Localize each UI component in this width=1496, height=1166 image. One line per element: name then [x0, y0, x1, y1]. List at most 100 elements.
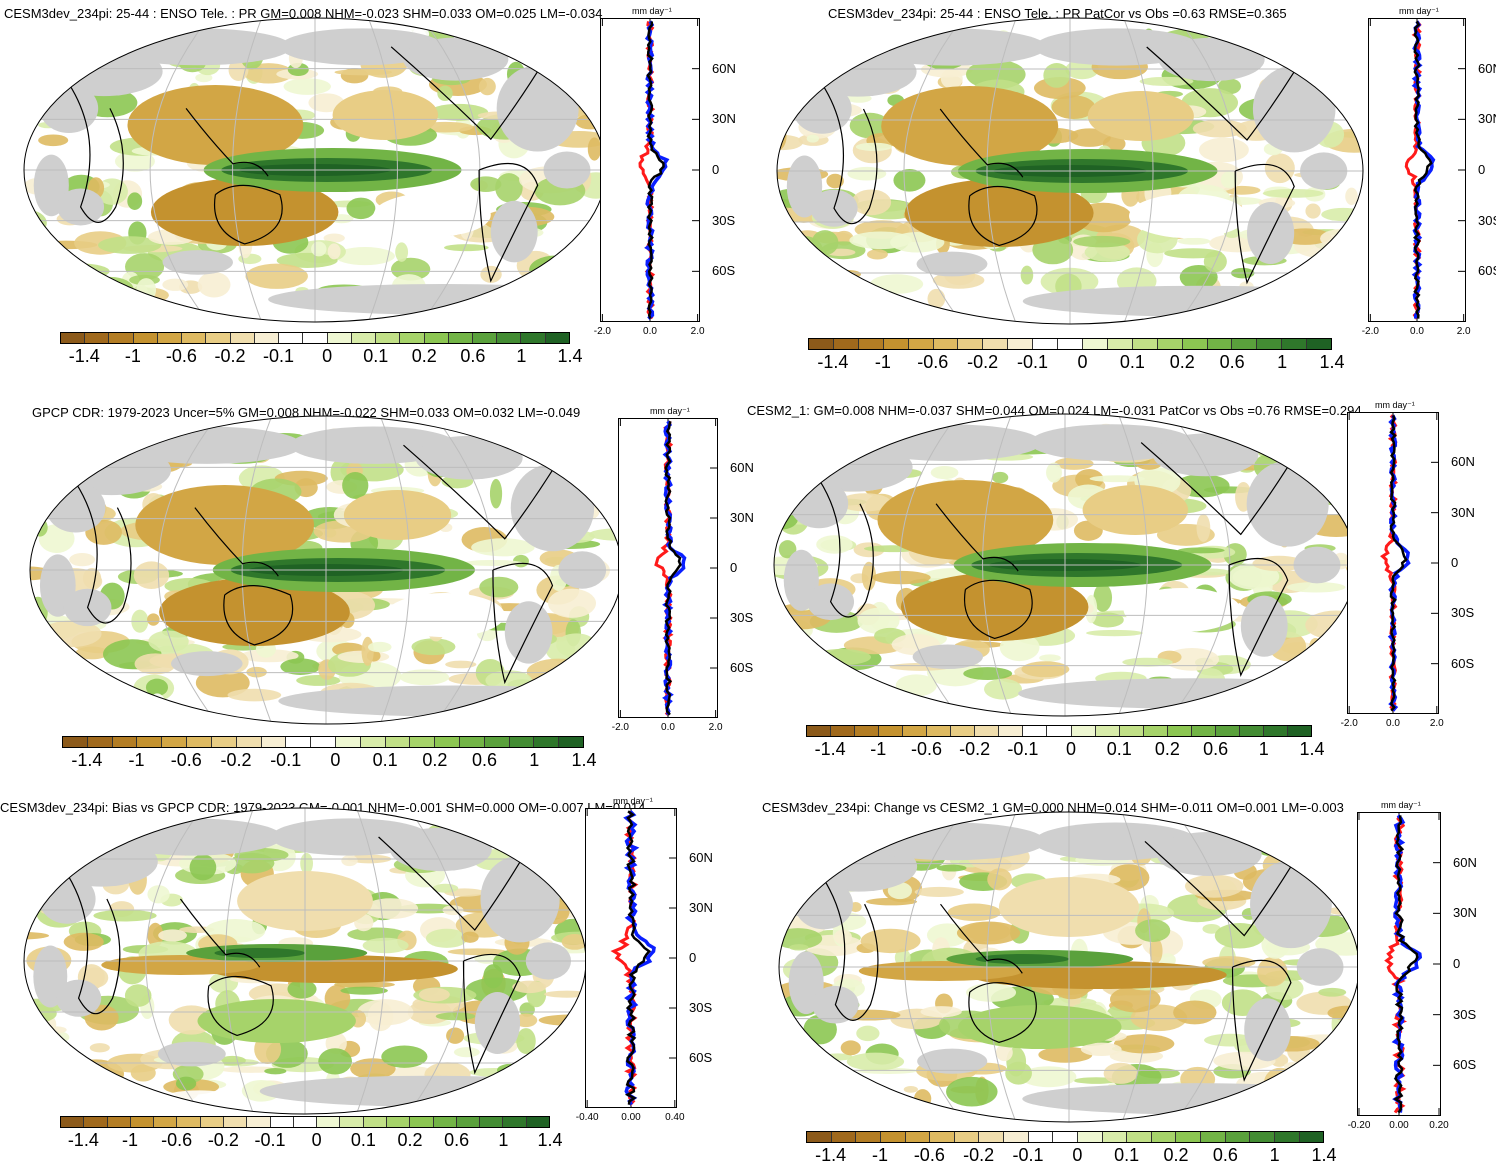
colorbar-swatch — [999, 726, 1024, 736]
colorbar-swatch — [1047, 726, 1072, 736]
colorbar-swatch — [247, 1117, 271, 1127]
colorbar-swatch — [1176, 1132, 1201, 1142]
colorbar-label: 1.4 — [537, 1130, 563, 1150]
colorbar-swatch — [351, 333, 377, 343]
latitude-tick-label: 30S — [1478, 212, 1496, 228]
colorbar-swatch — [1299, 1132, 1324, 1142]
colorbar-label: -0.1 — [270, 750, 302, 770]
colorbar-swatch — [1182, 339, 1208, 349]
colorbar-label: -1.4 — [817, 352, 849, 372]
colorbar-swatch — [472, 333, 498, 343]
latitude-tick-label: 60S — [689, 1050, 713, 1065]
colorbar-label: -1.4 — [814, 739, 846, 759]
colorbar-swatch — [410, 1117, 434, 1127]
colorbar-label: 0.2 — [397, 1130, 423, 1150]
latitude-tick-label: 30S — [1451, 605, 1475, 621]
colorbar-label: 1 — [529, 750, 540, 770]
colorbar-swatch — [293, 1117, 318, 1127]
colorbar-swatch — [1077, 1132, 1103, 1142]
colorbar-label: 0.6 — [1219, 352, 1245, 372]
colorbar-label: -0.6 — [165, 346, 197, 366]
colorbar-label: 1 — [1269, 1145, 1280, 1165]
colorbar-label: -0.2 — [967, 352, 999, 372]
colorbar-label: 0.1 — [1106, 739, 1132, 759]
colorbar-label: 1.4 — [1299, 739, 1325, 759]
colorbar-label: -0.6 — [161, 1130, 193, 1150]
latitude-tick-label: 30S — [1453, 1006, 1477, 1022]
colorbar-swatch — [1215, 726, 1240, 736]
colorbar-swatch — [61, 1117, 85, 1127]
colorbar-swatch — [1239, 726, 1264, 736]
colorbar-label: -1 — [871, 1145, 889, 1165]
colorbar-swatch — [1143, 726, 1168, 736]
colorbar-swatch — [107, 1117, 131, 1127]
zonal-mean-profile: mm day⁻¹ 60N 30N 0 30S 60S -0.20 0.00 0.20 — [1348, 800, 1477, 1131]
profile-x-tick-label: 2.0 — [1429, 718, 1444, 729]
colorbar-swatch — [1095, 726, 1120, 736]
panel-title: CESM3dev_234pi: Change vs CESM2_1 GM=0.0… — [762, 800, 1344, 815]
colorbar-swatch — [385, 737, 411, 747]
colorbar-label: -1.4 — [67, 1130, 99, 1150]
colorbar-label: 0.1 — [1114, 1145, 1140, 1165]
colorbar-swatch — [1102, 1132, 1128, 1142]
colorbar-label: 0.6 — [1203, 739, 1229, 759]
colorbar-swatch — [1132, 339, 1158, 349]
colorbar-swatch — [87, 737, 113, 747]
latitude-tick-label: 60S — [1453, 1057, 1477, 1073]
latitude-tick-label: 30N — [1478, 111, 1496, 127]
colorbar-label: -0.1 — [1012, 1145, 1044, 1165]
latitude-tick-label: 0 — [1451, 555, 1459, 570]
colorbar-label: 0.1 — [372, 750, 398, 770]
colorbar-swatch — [162, 737, 188, 747]
latitude-tick-label: 0 — [712, 162, 720, 177]
colorbar-swatch — [1071, 726, 1096, 736]
colorbar-label: 1.4 — [1319, 352, 1345, 372]
profile-x-tick-label: -2.0 — [1361, 326, 1379, 337]
colorbar-swatch — [927, 726, 952, 736]
colorbar-swatch — [63, 737, 88, 747]
latitude-tick-label: 60N — [1478, 60, 1496, 76]
colorbar-label: 1.4 — [571, 750, 597, 770]
latitude-tick-label: 60S — [1451, 655, 1475, 671]
colorbar-label: 0 — [330, 750, 341, 770]
latitude-tick-label: 60N — [689, 850, 713, 865]
colorbar-swatch — [1107, 339, 1133, 349]
colorbar-swatch — [254, 333, 280, 343]
colorbar-swatch — [903, 726, 928, 736]
reference-curve — [1393, 815, 1419, 1114]
colorbar-swatch — [526, 1117, 549, 1127]
latitude-tick-label: 0 — [730, 560, 738, 575]
colorbar-swatch — [1250, 1132, 1275, 1142]
colorbar-swatch — [1119, 726, 1144, 736]
colorbar-label: 0 — [1072, 1145, 1083, 1165]
colorbar-swatch — [61, 333, 86, 343]
zonal-mean-profile: mm day⁻¹ 60N 30N 0 30S 60S -0.40 0.00 0.40 — [576, 796, 713, 1123]
latitude-tick-label: 60N — [712, 60, 736, 76]
colorbar-swatch — [521, 333, 546, 343]
colorbar-swatch — [858, 339, 884, 349]
latitude-tick-label: 0 — [1478, 162, 1486, 177]
latitude-tick-label: 60N — [1453, 854, 1477, 870]
map — [23, 807, 587, 1115]
colorbar-swatch — [1127, 1132, 1152, 1142]
latitude-tick-label: 30S — [712, 212, 736, 228]
colorbar-swatch — [559, 737, 584, 747]
reference-curve — [1412, 20, 1433, 319]
colorbar-label: 1.4 — [557, 346, 583, 366]
colorbar-swatch — [335, 737, 361, 747]
colorbar-label: 0 — [311, 1130, 322, 1150]
colorbar-label: -0.2 — [220, 750, 252, 770]
profile-x-tick-label: -0.40 — [575, 1112, 599, 1123]
colorbar-label: 0.2 — [422, 750, 448, 770]
latitude-tick-label: 0 — [689, 950, 697, 965]
colorbar-label: 0.2 — [411, 346, 437, 366]
colorbar-swatch — [1053, 1132, 1078, 1142]
colorbar-label: -1.4 — [68, 346, 100, 366]
panel-title: GPCP CDR: 1979-2023 Uncer=5% GM=0.008 NH… — [32, 405, 581, 420]
colorbar-label: -0.6 — [913, 1145, 945, 1165]
colorbar-swatch — [958, 339, 984, 349]
panel-title: CESM2_1: GM=0.008 NHM=-0.037 SHM=0.044 O… — [747, 403, 1362, 418]
colorbar: -1.4 -1 -0.6 -0.2 -0.1 0 0.1 0.2 0.6 1 1.4 — [62, 736, 597, 770]
colorbar-swatch — [279, 333, 304, 343]
colorbar: -1.4 -1 -0.6 -0.2 -0.1 0 0.1 0.2 0.6 1 1.4 — [60, 1116, 563, 1150]
